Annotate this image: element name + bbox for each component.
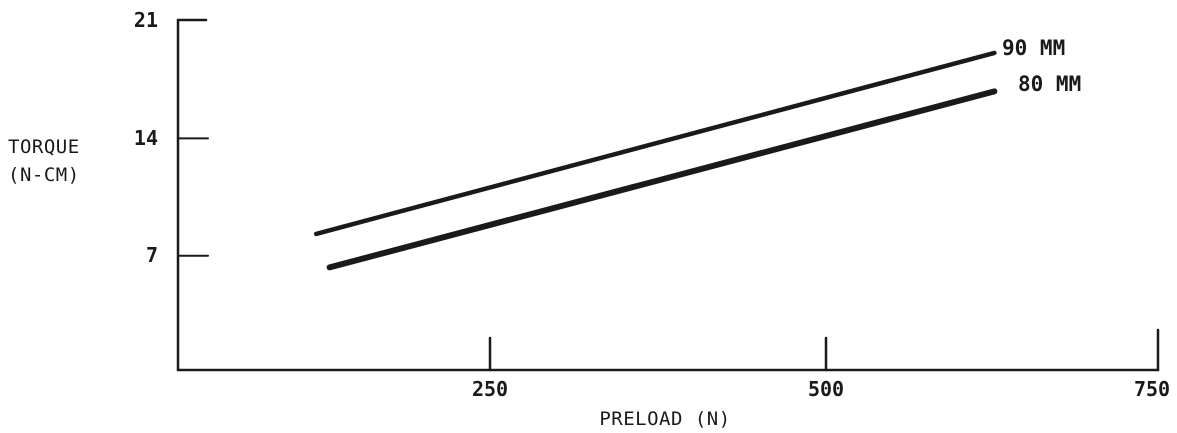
series-label-80mm: 80 MM [1018,72,1081,96]
series-line-80mm [326,88,998,271]
y-tick-label-14: 14 [134,126,158,150]
y-tick-label-7: 7 [146,243,158,267]
y-axis-title-line-1: TORQUE [8,136,80,158]
series-line-90mm [313,50,997,237]
y-axis-title-line-2: (N-CM) [8,164,80,186]
x-tick-label-500: 500 [808,377,844,401]
series-label-90mm: 90 MM [1002,36,1065,60]
y-tick-label-21: 21 [134,8,158,32]
ticks [177,137,828,372]
x-axis-title: PRELOAD (N) [599,408,730,430]
x-tick-label-250: 250 [472,377,508,401]
x-tick-label-750: 750 [1134,377,1170,401]
